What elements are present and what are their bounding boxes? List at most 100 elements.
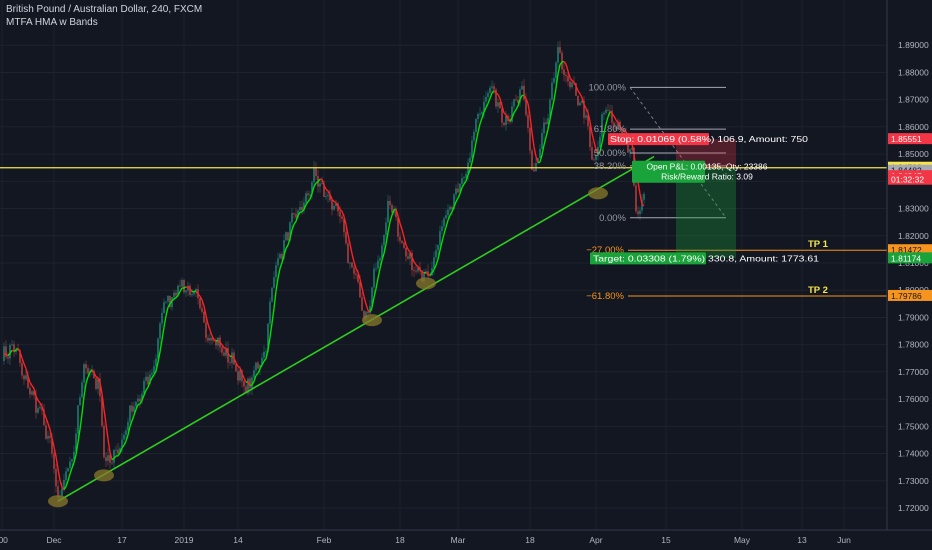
- hma-segment: [609, 111, 613, 114]
- hma-segment: [461, 183, 465, 188]
- candle-body: [309, 194, 311, 196]
- candle-body: [523, 85, 525, 100]
- hma-segment: [641, 203, 645, 207]
- hma-segment: [587, 112, 591, 122]
- candle-body: [421, 270, 423, 282]
- hma-segment: [515, 105, 519, 111]
- hma-segment: [303, 204, 307, 210]
- candle-body: [283, 240, 285, 259]
- hma-segment: [607, 111, 611, 118]
- price-tick-label: 1.77000: [898, 367, 929, 377]
- candle-body: [215, 341, 217, 346]
- target-label-text: Target: 0.03308 (1.79%) 330.8, Amount: 1…: [593, 253, 819, 263]
- time-tick-label: Mar: [451, 535, 466, 545]
- candle-body: [113, 450, 115, 463]
- price-axis[interactable]: 1.890001.880001.870001.860001.850001.840…: [886, 0, 932, 550]
- candle-body: [369, 305, 371, 314]
- candle-body: [207, 337, 209, 341]
- candle-body: [601, 114, 603, 137]
- hma-segment: [201, 299, 205, 307]
- hma-segment: [361, 287, 365, 297]
- hma-segment: [273, 291, 277, 309]
- hma-segment: [409, 251, 413, 258]
- candle-body: [319, 183, 321, 187]
- hma-segment: [593, 141, 597, 150]
- candle-body: [47, 435, 49, 439]
- candle-body: [565, 74, 567, 77]
- hma-segment: [563, 60, 567, 65]
- candle-body: [461, 178, 463, 184]
- hma-segment: [351, 253, 355, 263]
- price-label-text: 1.85551: [891, 134, 922, 144]
- candle-body: [429, 275, 431, 277]
- candle-body: [575, 83, 577, 96]
- hma-segment: [295, 215, 299, 222]
- chart-drawings[interactable]: 100.00% 61.80% 50.00% 38.20% 0.00% −27.00% −61…: [0, 82, 887, 508]
- hma-segment: [391, 209, 395, 216]
- hma-segment: [197, 293, 201, 297]
- time-axis[interactable]: :00 Dec 17 2019 14 Feb 18 Mar 18 Apr 15 May 13 Jun: [0, 529, 932, 545]
- candle-body: [521, 85, 523, 90]
- candle-body: [99, 378, 101, 397]
- candle-body: [285, 232, 287, 241]
- candle-body: [617, 121, 619, 130]
- hma-segment: [283, 248, 287, 256]
- hma-segment: [363, 296, 367, 305]
- candle-body: [35, 395, 37, 413]
- candle-body: [563, 69, 565, 75]
- hma-segment: [69, 467, 73, 475]
- hma-segment: [397, 215, 401, 224]
- chart-grid: [0, 0, 887, 530]
- candle-body: [279, 253, 281, 259]
- hma-segment: [101, 393, 105, 410]
- symbol-title[interactable]: British Pound / Australian Dollar, 240, …: [6, 4, 203, 15]
- hma-segment: [529, 115, 533, 133]
- hma-segment: [443, 227, 447, 235]
- hma-segment: [585, 108, 589, 113]
- candle-body: [443, 218, 445, 227]
- candle-body: [371, 287, 373, 306]
- candle-body: [473, 131, 475, 141]
- candle-body: [435, 250, 437, 258]
- indicator-title[interactable]: MTFA HMA w Bands: [6, 17, 98, 28]
- hma-segment: [347, 234, 351, 245]
- hma-segment: [357, 271, 361, 280]
- candle-body: [231, 352, 233, 364]
- hma-segment: [639, 193, 643, 205]
- candle-body: [37, 408, 39, 413]
- candle-body: [499, 102, 501, 109]
- candle-body: [385, 222, 387, 235]
- candle-body: [183, 280, 185, 293]
- hma-segment: [435, 258, 439, 266]
- candle-body: [159, 323, 161, 339]
- hma-segment: [597, 151, 601, 155]
- candle-body: [107, 455, 109, 461]
- hma-segment: [615, 119, 619, 123]
- candle-body: [391, 205, 393, 213]
- time-tick-label: 18: [525, 535, 535, 545]
- hma-segment: [449, 211, 453, 216]
- hma-segment: [307, 198, 311, 203]
- candle-body: [237, 371, 239, 381]
- risk-reward-text: Risk/Reward Ratio: 3.09: [661, 172, 753, 182]
- candle-body: [153, 366, 155, 373]
- hma-segment: [163, 315, 167, 328]
- candle-body: [139, 398, 141, 402]
- hma-segment: [321, 179, 325, 186]
- candle-body: [135, 401, 137, 407]
- hma-segment: [305, 201, 309, 206]
- candle-body: [131, 405, 133, 412]
- candle-body: [137, 398, 139, 402]
- hma-segment: [257, 368, 261, 374]
- candle-body: [79, 397, 81, 406]
- hma-segment: [611, 112, 615, 117]
- fib-level-label: 38.20%: [594, 161, 627, 172]
- candle-body: [9, 344, 11, 359]
- time-tick-label: 14: [233, 535, 243, 545]
- hma-segment: [165, 307, 169, 316]
- hma-segment: [199, 296, 203, 301]
- hma-segment: [105, 423, 109, 440]
- candle-body: [57, 486, 59, 498]
- candle-body: [277, 258, 279, 266]
